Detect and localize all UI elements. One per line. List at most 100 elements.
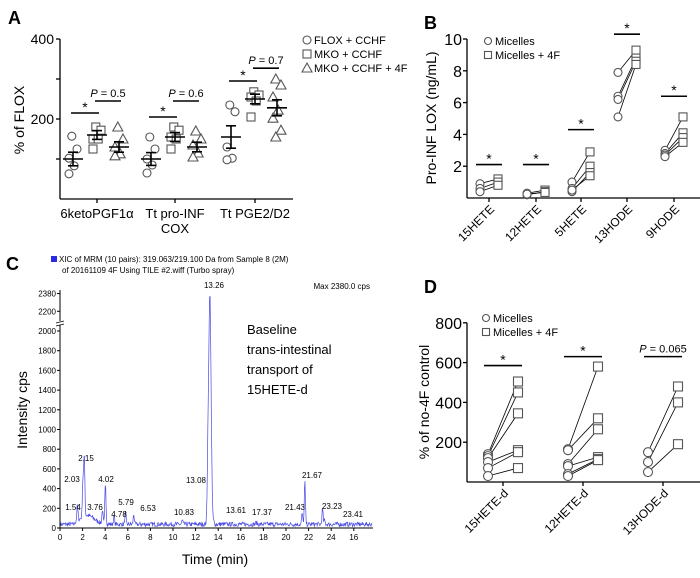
panel-b-micelles-point [660, 152, 670, 162]
panel-b-micelles-point [613, 94, 623, 104]
panel-b-y-axis-label: Pro-INF LOX (ng/mL) [423, 51, 439, 184]
panel-b-legend-label: Micelles + 4F [495, 50, 560, 62]
panel-d-legend-marker [481, 327, 491, 337]
panel-b-micelles-point [475, 187, 485, 197]
panel-a-significance-label: * [240, 67, 246, 83]
panel-c-y-tick-label: 200 [43, 504, 57, 513]
panel-c-y-tick-label: 2200 [38, 307, 56, 316]
panel-c-axis-break-icon [55, 320, 65, 327]
panel-a-x-tick-label: COX [161, 221, 190, 236]
panel-a-point [222, 142, 232, 152]
panel-a-point [166, 144, 176, 154]
panel-a-point [275, 78, 287, 90]
panel-c-y-tick-label: 600 [43, 465, 57, 474]
p-symbol: P [90, 88, 98, 100]
panel-a-significance-label: * [160, 103, 166, 119]
panel-c-peak-label: 10.83 [174, 508, 195, 517]
panel-b-significance-label: * [533, 151, 539, 167]
panel-c-peak-label: 13.61 [226, 506, 247, 515]
panel-d-micelles-4f-point [512, 387, 524, 398]
panel-a-point [117, 132, 129, 144]
panel-a-point [269, 72, 282, 84]
panel-a-y-tick-label: 400 [31, 31, 55, 47]
panel-d-micelles-point [562, 470, 574, 482]
panel-b-x-tick-label: 5HETE [552, 202, 589, 239]
panel-c-x-tick-label: 2 [80, 533, 85, 542]
panel-c-legend-swatch [51, 256, 57, 262]
panel-d-pair-line [567, 418, 599, 451]
annotation-line: Baseline [247, 322, 297, 337]
panel-d-micelles-4f-point [592, 455, 604, 466]
panel-a-point [251, 96, 261, 106]
panel-c-y-tick-label: 1400 [38, 386, 56, 395]
p-symbol: P [639, 344, 647, 356]
panel-b-pair-line [664, 116, 684, 151]
panel-b-y-tick-label: 6 [453, 96, 462, 113]
panel-a-legend-label: MKO + CCHF + 4F [314, 63, 408, 75]
panel-label-c: C [6, 254, 19, 274]
panel-b-y-tick-label: 8 [453, 64, 462, 81]
panel-c-x-tick-label: 14 [214, 533, 223, 542]
panel-a-point [225, 100, 235, 110]
panel-c-peak-label: 4.02 [98, 475, 114, 484]
panel-c-x-tick-label: 24 [327, 533, 336, 542]
panel-c-peak-label: 21.43 [285, 503, 306, 512]
panel-c-x-tick-label: 0 [58, 533, 63, 542]
panel-a-legend-label: FLOX + CCHF [314, 35, 386, 47]
panel-c-y-tick-label: 0 [52, 524, 57, 533]
panel-a-point [269, 130, 282, 142]
panel-b-significance-label: * [671, 82, 677, 98]
panel-d-y-axis-label: % of no-4F control [416, 345, 432, 459]
panel-c-x-tick-label: 4 [103, 533, 108, 542]
panel-b-micelles-point [567, 185, 577, 195]
panel-b-micelles-point [613, 67, 623, 77]
panel-c-y-tick-label: 800 [43, 445, 57, 454]
panel-b-micelles-4f-point [585, 171, 595, 181]
panel-b-legend-marker [483, 50, 493, 60]
panel-d-micelles-point [642, 466, 654, 478]
panel-d-y-tick-label: 200 [435, 435, 462, 452]
panel-d-micelles-4f-point [672, 381, 684, 392]
panel-a-point [64, 169, 74, 179]
panel-d-micelles-point [642, 457, 654, 468]
panel-a-point [187, 150, 199, 162]
panel-d-micelles-4f-point [672, 397, 684, 408]
panel-c-peak-label: 2.03 [64, 475, 80, 484]
panel-a-legend-marker [302, 35, 312, 45]
panel-d-micelles-point [482, 470, 494, 482]
p-value: = 0.065 [647, 344, 687, 356]
panel-b-legend-label: Micelles [495, 36, 535, 48]
panel-b-significance-label: * [578, 116, 584, 132]
panel-a-point [142, 168, 152, 178]
panel-c-x-tick-label: 18 [259, 533, 268, 542]
panel-d-micelles-4f-point [512, 408, 524, 419]
panel-d-x-tick-label: 13HODE-d [620, 486, 671, 537]
panel-c-chromatogram-trace [59, 295, 373, 528]
panel-b-micelles-point [613, 112, 623, 122]
panel-c-y-tick-label: 400 [43, 485, 57, 494]
panel-c-peak-label: 21.67 [302, 471, 323, 480]
panel-b-micelles-4f-point [540, 187, 550, 197]
panel-b-micelles-4f-point [631, 59, 641, 69]
panel-c-y-tick-label: 1200 [38, 406, 56, 415]
panel-label-b: B [424, 13, 437, 33]
panel-d-significance-label: * [500, 352, 506, 368]
p-value: = 0.7 [256, 55, 284, 67]
panel-c-header-line1: XIC of MRM (10 pairs): 319.063/219.100 D… [59, 255, 289, 264]
p-value: = 0.5 [98, 88, 126, 100]
panel-d-micelles-4f-point [512, 463, 524, 474]
panel-a-y-axis-label: % of FLOX [11, 85, 27, 154]
panel-a-x-tick-label: Tt PGE2/D2 [220, 206, 290, 221]
panel-b-significance-label: * [486, 151, 492, 167]
panel-c-x-tick-label: 8 [148, 533, 153, 542]
panel-d-micelles-4f-point [592, 361, 604, 372]
panel-c-header-line2: of 20161109 4F Using TILE #2.wiff (Turbo… [62, 266, 235, 275]
panel-a-legend-label: MKO + CCHF [314, 49, 382, 61]
panel-a-point [246, 112, 256, 122]
panel-d-micelles-point [642, 447, 654, 458]
panel-d-pair-line [567, 366, 599, 450]
panel-b-pair-line [571, 151, 591, 183]
panel-d-micelles-4f-point [512, 447, 524, 458]
panel-b-x-tick-label: 12HETE [502, 202, 544, 244]
